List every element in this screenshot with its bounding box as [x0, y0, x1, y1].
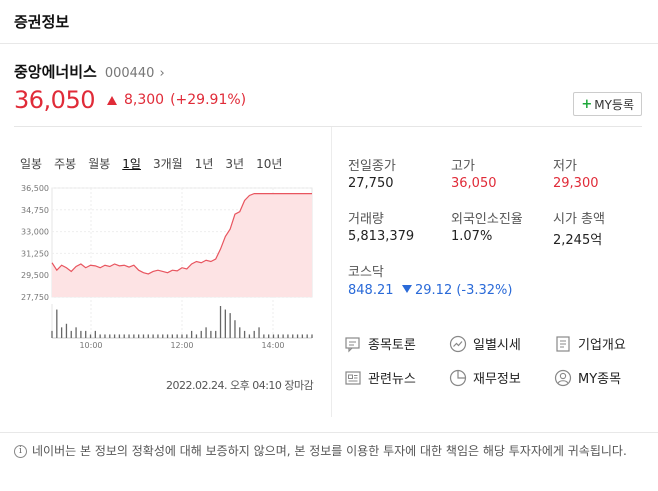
user-icon	[554, 369, 572, 386]
discussion-link[interactable]: 종목토론	[344, 334, 416, 353]
chevron-right-icon[interactable]: ›	[159, 66, 165, 81]
intraday-chart: 36,500 34,750 33,000 31,250 29,500 27,750 10:0…	[21, 184, 313, 350]
low-label: 저가	[553, 159, 577, 174]
tab-3[interactable]: 1일	[122, 157, 141, 171]
price-line	[51, 193, 312, 275]
header-bar: 증권정보	[0, 0, 658, 44]
foreign-ratio-label: 외국인소진율	[451, 212, 523, 227]
index-label: 코스닥	[348, 265, 384, 280]
company-overview-link[interactable]: 기업개요	[554, 334, 626, 353]
section-title: 증권정보	[14, 13, 70, 31]
market-cap-value: 2,245억	[553, 233, 603, 248]
info-icon: i	[14, 445, 27, 458]
plus-icon: +	[581, 96, 593, 112]
my-stocks-link[interactable]: MY종목	[554, 368, 621, 387]
tab-2[interactable]: 월봉	[88, 157, 111, 171]
pie-chart-icon	[449, 369, 467, 386]
chart-period-tabs: 일봉 주봉 월봉 1일 3개월 1년 3년 10년	[20, 155, 294, 172]
down-arrow-icon	[402, 285, 412, 293]
news-label[interactable]: 관련뉴스	[368, 372, 416, 387]
y-tick-label: 33,000	[21, 228, 49, 237]
high-label: 고가	[451, 159, 475, 174]
daily-price-link[interactable]: 일별시세	[449, 334, 521, 353]
chart-timestamp: 2022.02.24. 오후 04:10 장마감	[166, 379, 314, 392]
y-tick-label: 31,250	[21, 249, 49, 258]
x-tick-label: 10:00	[79, 341, 102, 350]
divider	[14, 126, 642, 127]
x-tick-label: 12:00	[170, 341, 193, 350]
high-value: 36,050	[451, 176, 497, 191]
x-tick-label: 14:00	[261, 341, 284, 350]
y-tick-label: 36,500	[21, 184, 49, 193]
tab-0[interactable]: 일봉	[20, 157, 43, 171]
index-value: 848.21	[348, 283, 394, 298]
chat-icon	[345, 336, 360, 352]
stock-name[interactable]: 중앙에너비스	[14, 63, 97, 81]
disclaimer-text: 네이버는 본 정보의 정확성에 대해 보증하지 않으며, 본 정보를 이용한 투…	[32, 444, 627, 458]
daily-price-label[interactable]: 일별시세	[473, 338, 521, 353]
tab-7[interactable]: 10년	[256, 157, 283, 171]
prev-close-label: 전일종가	[348, 159, 396, 174]
tab-4[interactable]: 3개월	[152, 157, 183, 171]
price-change-percent: (+29.91%)	[170, 92, 247, 108]
my-stocks-label[interactable]: MY종목	[578, 372, 622, 387]
discussion-label[interactable]: 종목토론	[368, 338, 416, 353]
y-tick-label: 29,500	[21, 271, 49, 280]
y-tick-label: 34,750	[21, 206, 49, 215]
price-row: 36,050 8,300 (+29.91%)	[14, 86, 246, 114]
current-price: 36,050	[14, 86, 95, 114]
up-arrow-icon	[106, 95, 117, 105]
vertical-divider	[331, 127, 332, 417]
footer-divider	[0, 432, 658, 433]
low-value: 29,300	[553, 176, 599, 191]
stock-code[interactable]: 000440	[104, 66, 155, 81]
tab-1[interactable]: 주봉	[54, 157, 77, 171]
my-register-button[interactable]: + MY등록	[573, 92, 642, 116]
news-link[interactable]: 관련뉴스	[344, 368, 416, 387]
index-change-text: 29.12 (-3.32%)	[415, 283, 513, 298]
trend-chart-icon	[449, 335, 467, 352]
price-change: 8,300	[123, 92, 165, 108]
tab-5[interactable]: 1년	[194, 157, 214, 171]
volume-label: 거래량	[348, 212, 384, 227]
index-change: 29.12 (-3.32%)	[402, 283, 512, 298]
financial-info-label[interactable]: 재무정보	[473, 372, 521, 387]
financial-info-link[interactable]: 재무정보	[449, 368, 521, 387]
y-tick-label: 27,750	[21, 293, 49, 302]
tab-6[interactable]: 3년	[225, 157, 245, 171]
volume-value: 5,813,379	[348, 229, 415, 244]
stock-name-link[interactable]: 중앙에너비스 000440 ›	[14, 61, 165, 82]
my-register-label: MY등록	[594, 97, 634, 112]
prev-close-value: 27,750	[348, 176, 394, 191]
market-cap-label: 시가 총액	[553, 212, 605, 227]
company-overview-label[interactable]: 기업개요	[578, 338, 626, 353]
newspaper-icon	[345, 370, 361, 385]
price-area	[52, 193, 312, 297]
foreign-ratio-value: 1.07%	[451, 229, 493, 244]
document-icon	[556, 335, 570, 352]
